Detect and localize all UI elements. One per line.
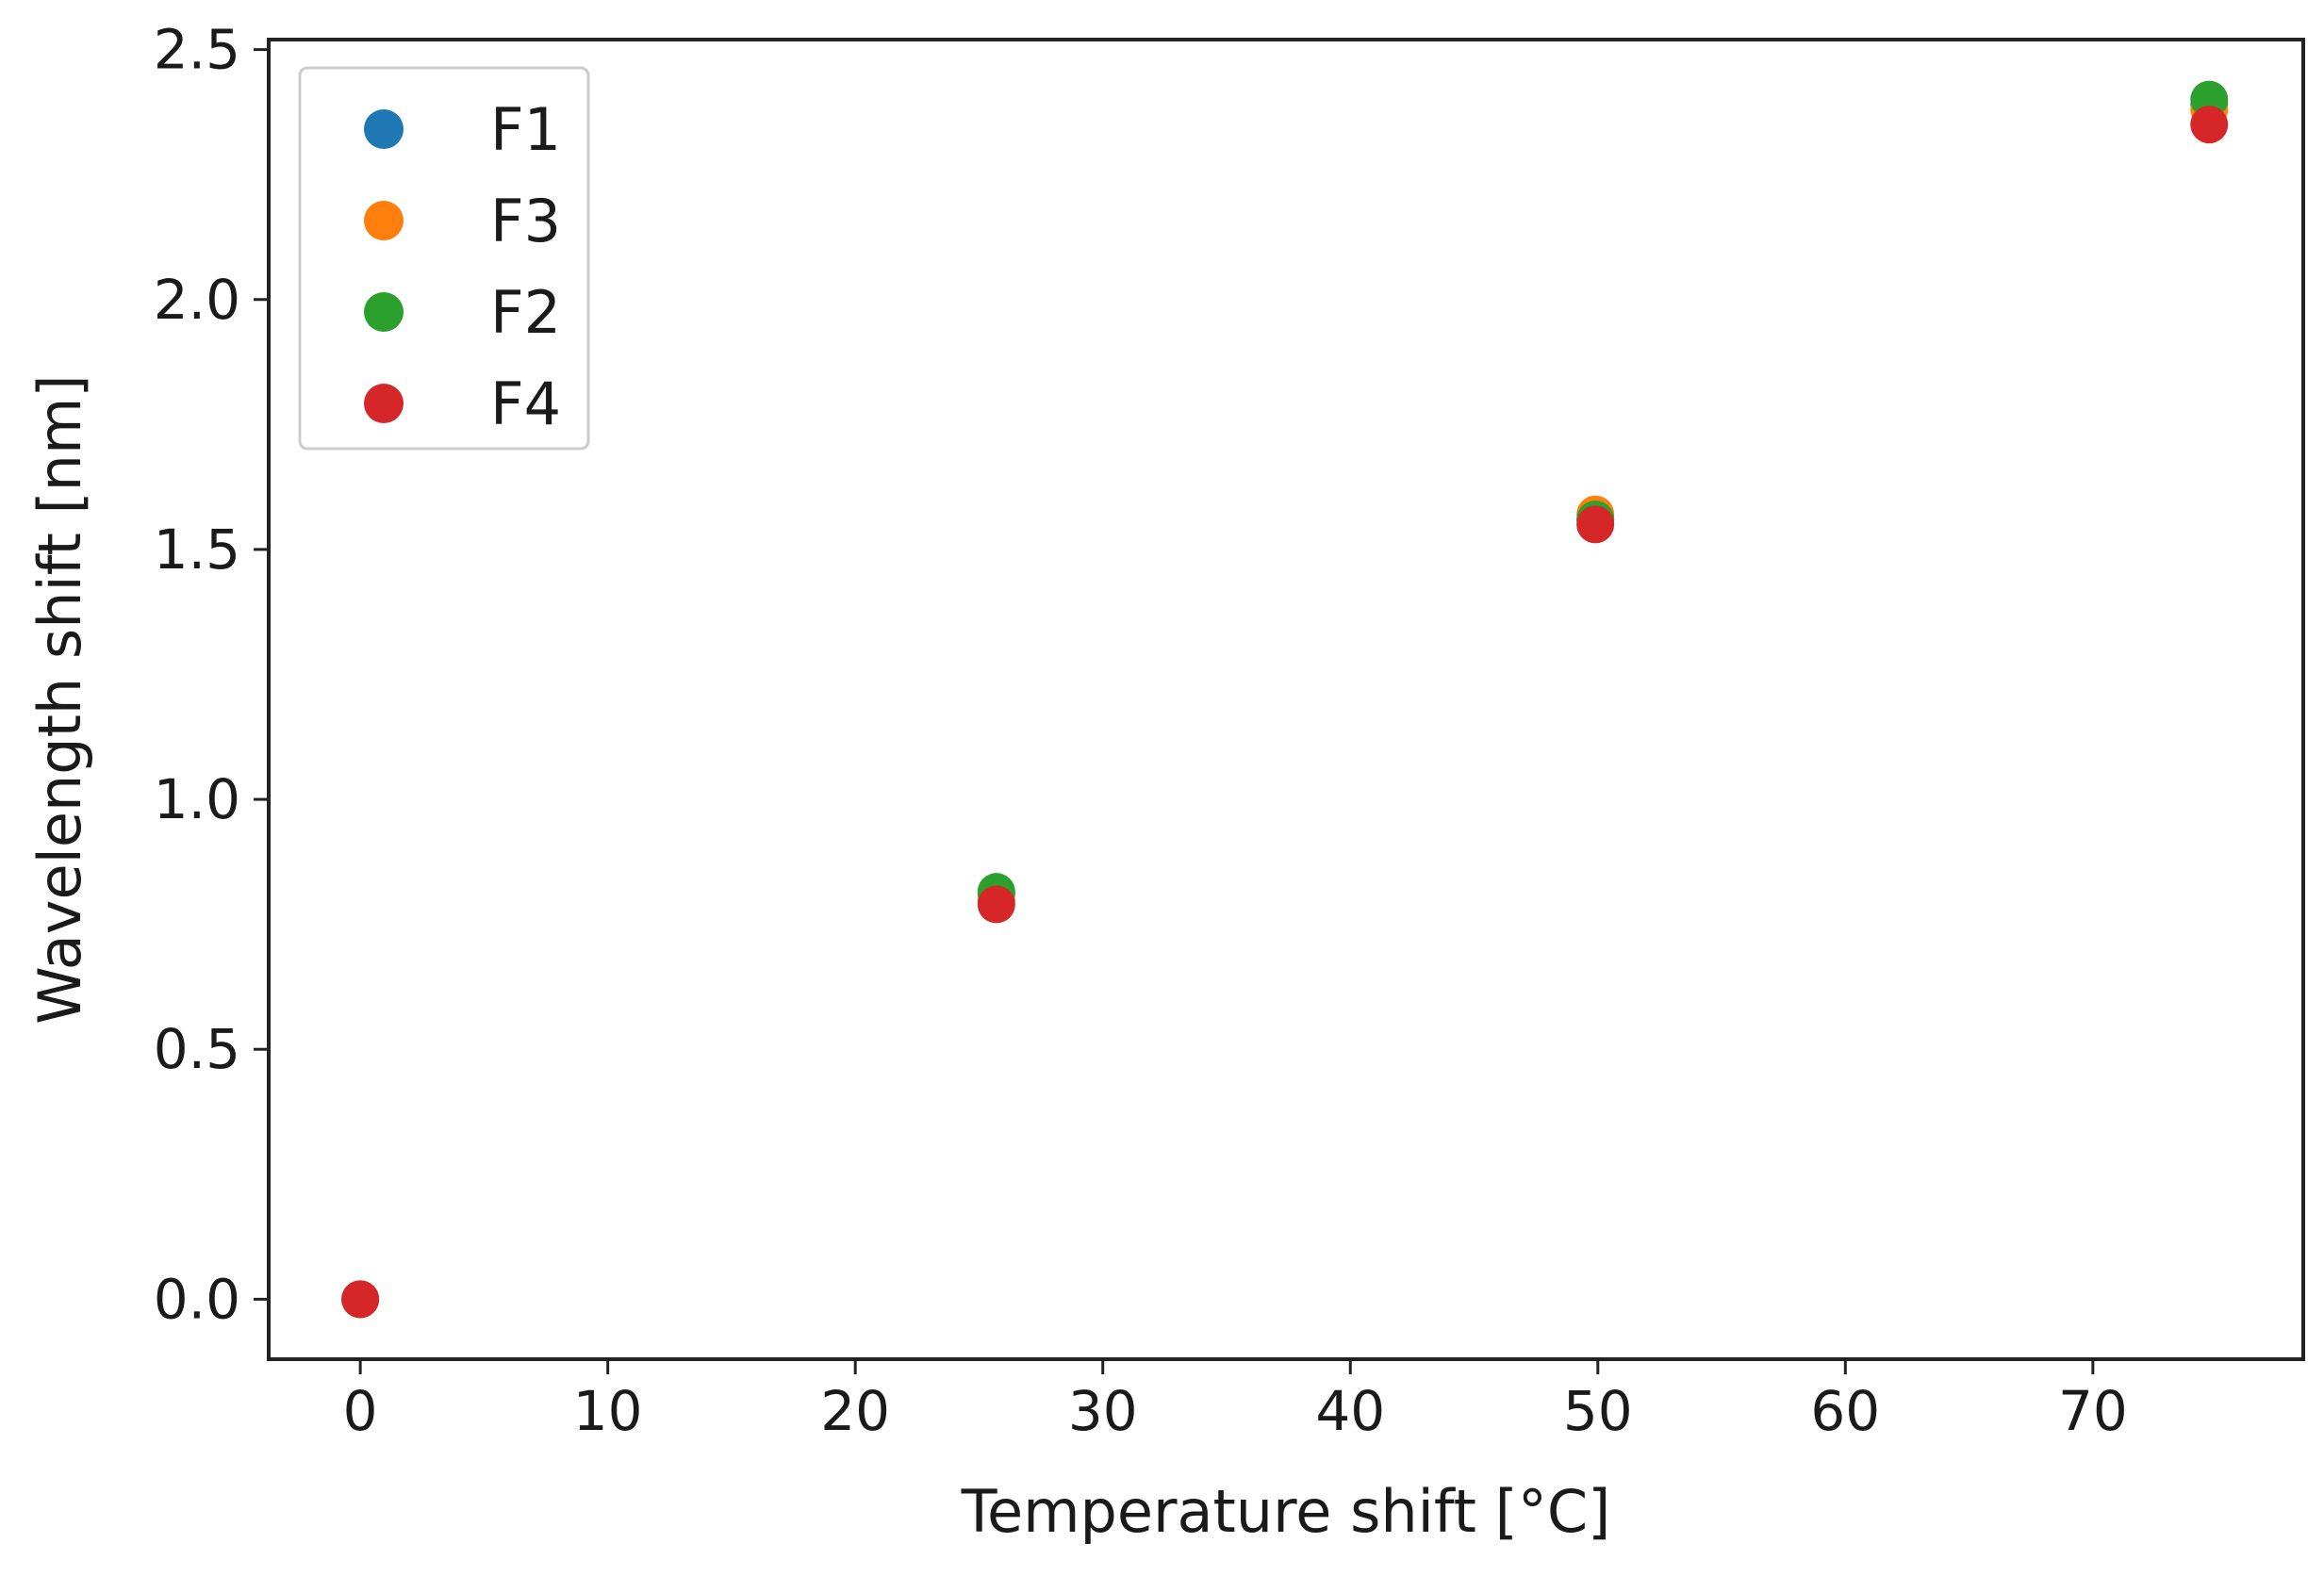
legend-marker-f1 — [364, 109, 404, 149]
x-tick-label: 30 — [1068, 1379, 1138, 1443]
data-point-f4 — [341, 1280, 380, 1319]
plot-area-frame — [267, 38, 2305, 1361]
y-tick-label: 0.0 — [154, 1267, 240, 1331]
data-point-f4 — [977, 885, 1015, 924]
legend-box — [298, 66, 590, 451]
x-tick-label: 20 — [820, 1379, 890, 1443]
legend-label-f1: F1 — [490, 95, 561, 164]
x-axis-title: Temperature shift [°C] — [961, 1477, 1611, 1546]
x-tick-label: 50 — [1563, 1379, 1633, 1443]
y-tick-label: 0.5 — [154, 1017, 240, 1081]
x-tick-label: 0 — [343, 1379, 378, 1443]
legend-marker-f4 — [364, 384, 404, 423]
legend-marker-f3 — [364, 201, 404, 240]
data-point-f4 — [2190, 106, 2229, 144]
legend-label-f4: F4 — [490, 369, 561, 438]
legend-label-f3: F3 — [490, 187, 561, 255]
y-axis-ticks: 0.0 0.5 1.0 1.5 2.0 2.5 — [154, 18, 269, 1331]
y-tick-label: 1.5 — [154, 517, 240, 582]
data-points — [341, 80, 2229, 1319]
y-tick-label: 1.0 — [154, 767, 240, 831]
x-axis-ticks: 0 10 20 30 40 50 60 70 — [343, 1359, 2128, 1443]
y-tick-label: 2.5 — [154, 18, 240, 82]
legend: F1 F3 F2 F4 — [298, 66, 590, 451]
x-tick-label: 40 — [1315, 1379, 1385, 1443]
x-tick-label: 70 — [2058, 1379, 2128, 1443]
y-tick-label: 2.0 — [154, 268, 240, 332]
y-axis-title: Wavelength shift [nm] — [25, 374, 94, 1024]
legend-label-f2: F2 — [490, 278, 561, 347]
x-tick-label: 60 — [1810, 1379, 1880, 1443]
legend-marker-f2 — [364, 292, 404, 332]
data-point-f4 — [1576, 505, 1615, 544]
x-tick-label: 10 — [573, 1379, 643, 1443]
